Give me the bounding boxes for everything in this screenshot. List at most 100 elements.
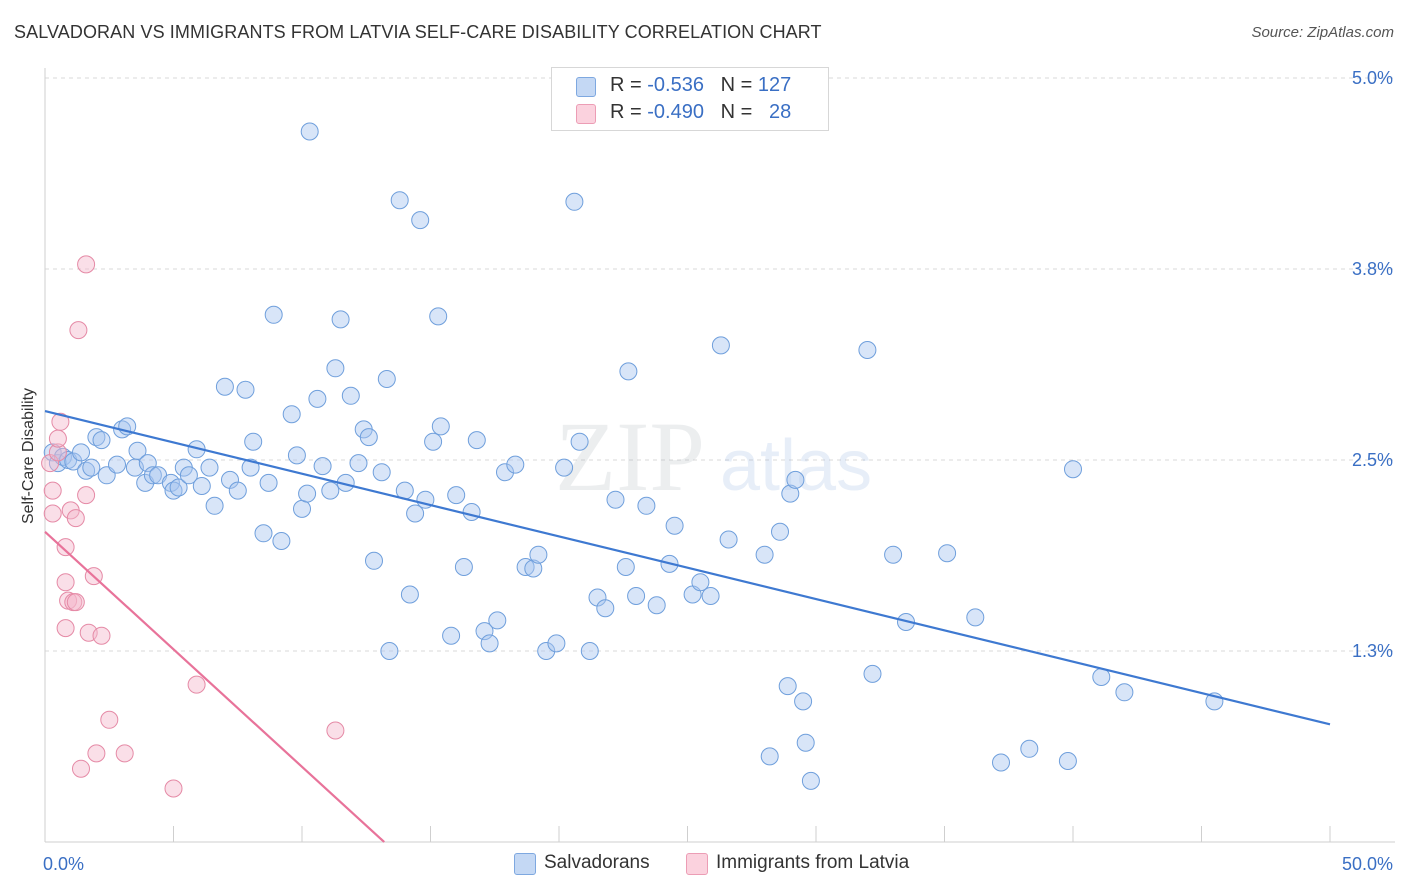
point-latvia xyxy=(56,573,75,592)
point-salvadorans xyxy=(755,545,774,564)
point-salvadorans xyxy=(300,122,319,141)
point-salvadorans xyxy=(215,377,234,396)
point-salvadorans xyxy=(524,559,543,578)
point-latvia xyxy=(187,675,206,694)
point-salvadorans xyxy=(547,634,566,653)
point-salvadorans xyxy=(143,466,162,485)
point-latvia xyxy=(77,255,96,274)
point-salvadorans xyxy=(778,677,797,696)
y-tick-label: 1.3% xyxy=(1352,641,1393,661)
point-salvadorans xyxy=(938,544,957,563)
point-salvadorans xyxy=(488,611,507,630)
legend-n-label: N = xyxy=(720,101,753,123)
point-salvadorans xyxy=(711,336,730,355)
trend-line-latvia xyxy=(44,531,385,843)
point-salvadorans xyxy=(108,455,126,474)
point-salvadorans xyxy=(570,432,589,451)
point-salvadorans xyxy=(326,359,345,378)
point-salvadorans xyxy=(272,532,291,550)
point-salvadorans xyxy=(228,481,247,500)
point-salvadorans xyxy=(365,551,383,570)
watermark-zip: ZIP xyxy=(555,401,705,512)
y-tick-label: 3.8% xyxy=(1352,259,1393,279)
grid-lines xyxy=(45,77,1395,652)
bottom-legend-label: Salvadorans xyxy=(544,852,650,873)
point-salvadorans xyxy=(169,478,188,497)
correlation-legend: R = -0.536 N = 127 R = -0.490 N = 28 xyxy=(551,67,829,131)
point-salvadorans xyxy=(858,341,877,359)
bottom-legend-label: Immigrants from Latvia xyxy=(716,852,910,873)
point-salvadorans xyxy=(293,499,311,518)
point-latvia xyxy=(92,626,111,645)
point-salvadorans xyxy=(431,417,450,436)
trend-line-salvadorans xyxy=(44,410,1331,726)
point-salvadorans xyxy=(308,389,327,408)
point-salvadorans xyxy=(128,441,147,460)
point-salvadorans xyxy=(64,452,83,471)
point-latvia xyxy=(48,429,67,448)
point-salvadorans xyxy=(341,386,360,405)
point-salvadorans xyxy=(447,486,466,505)
point-salvadorans xyxy=(429,307,448,326)
legend-n-value: 28 xyxy=(769,101,792,123)
point-latvia xyxy=(100,710,119,729)
point-salvadorans xyxy=(619,362,638,381)
point-salvadorans xyxy=(200,458,219,477)
point-salvadorans xyxy=(72,443,90,462)
y-tick-label: 5.0% xyxy=(1352,68,1393,88)
point-salvadorans xyxy=(406,504,425,523)
legend-row-salvadorans: R = -0.536 N = 127 xyxy=(576,74,791,98)
legend-r-value: -0.490 xyxy=(647,101,704,123)
point-latvia xyxy=(115,744,134,763)
y-tick-label: 2.5% xyxy=(1352,450,1393,470)
bottom-legend-swatch-pink xyxy=(686,853,708,875)
point-salvadorans xyxy=(966,608,985,627)
point-latvia xyxy=(77,486,96,505)
point-salvadorans xyxy=(359,428,378,447)
legend-r-label: R = xyxy=(610,74,642,96)
point-latvia xyxy=(326,721,345,740)
point-salvadorans xyxy=(781,484,800,503)
point-salvadorans xyxy=(565,192,584,211)
point-salvadorans xyxy=(349,454,368,473)
point-salvadorans xyxy=(254,524,273,543)
point-salvadorans xyxy=(691,573,710,592)
point-latvia xyxy=(72,759,90,778)
point-latvia xyxy=(87,744,106,763)
point-salvadorans xyxy=(580,642,599,660)
point-salvadorans xyxy=(298,484,317,503)
point-salvadorans xyxy=(259,473,278,492)
point-salvadorans xyxy=(236,380,255,399)
chart-source: Source: ZipAtlas.com xyxy=(1251,24,1394,41)
point-salvadorans xyxy=(647,596,666,615)
point-salvadorans xyxy=(77,461,96,480)
legend-n-label: N = xyxy=(720,74,753,96)
point-salvadorans xyxy=(205,496,224,515)
point-salvadorans xyxy=(331,310,350,329)
point-salvadorans xyxy=(462,503,481,521)
point-latvia xyxy=(56,538,75,557)
legend-r-label: R = xyxy=(610,101,642,123)
point-salvadorans xyxy=(627,587,646,605)
point-latvia xyxy=(164,779,183,798)
legend-r-value: -0.536 xyxy=(647,74,704,96)
legend-row-latvia: R = -0.490 N = 28 xyxy=(576,101,791,125)
point-latvia xyxy=(48,443,67,462)
point-salvadorans xyxy=(992,753,1010,772)
point-salvadorans xyxy=(537,642,556,660)
point-latvia xyxy=(66,593,85,612)
x-tick-label: 50.0% xyxy=(1342,854,1393,874)
point-salvadorans xyxy=(796,733,815,752)
point-salvadorans xyxy=(516,558,535,576)
point-salvadorans xyxy=(138,454,157,473)
point-salvadorans xyxy=(400,585,419,604)
tick-labels: 5.0% 3.8% 2.5% 1.3% 0.0% 50.0% xyxy=(43,68,1393,874)
point-salvadorans xyxy=(555,458,574,477)
point-salvadorans xyxy=(771,522,789,541)
point-salvadorans xyxy=(760,747,779,766)
watermark-atlas: atlas xyxy=(720,426,872,506)
legend-swatch-blue xyxy=(576,77,596,97)
point-latvia xyxy=(51,412,70,431)
data-points xyxy=(41,122,1224,798)
